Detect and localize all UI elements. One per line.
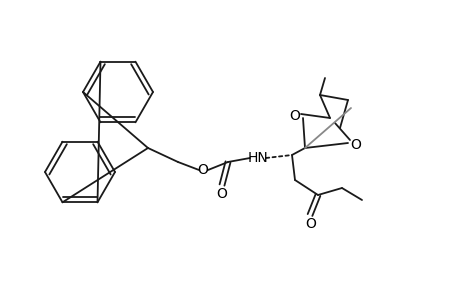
Text: O: O [289,109,300,123]
Text: O: O [216,187,227,201]
Text: O: O [197,163,208,177]
Text: HN: HN [247,151,268,165]
Text: O: O [350,138,361,152]
Text: O: O [305,217,316,231]
